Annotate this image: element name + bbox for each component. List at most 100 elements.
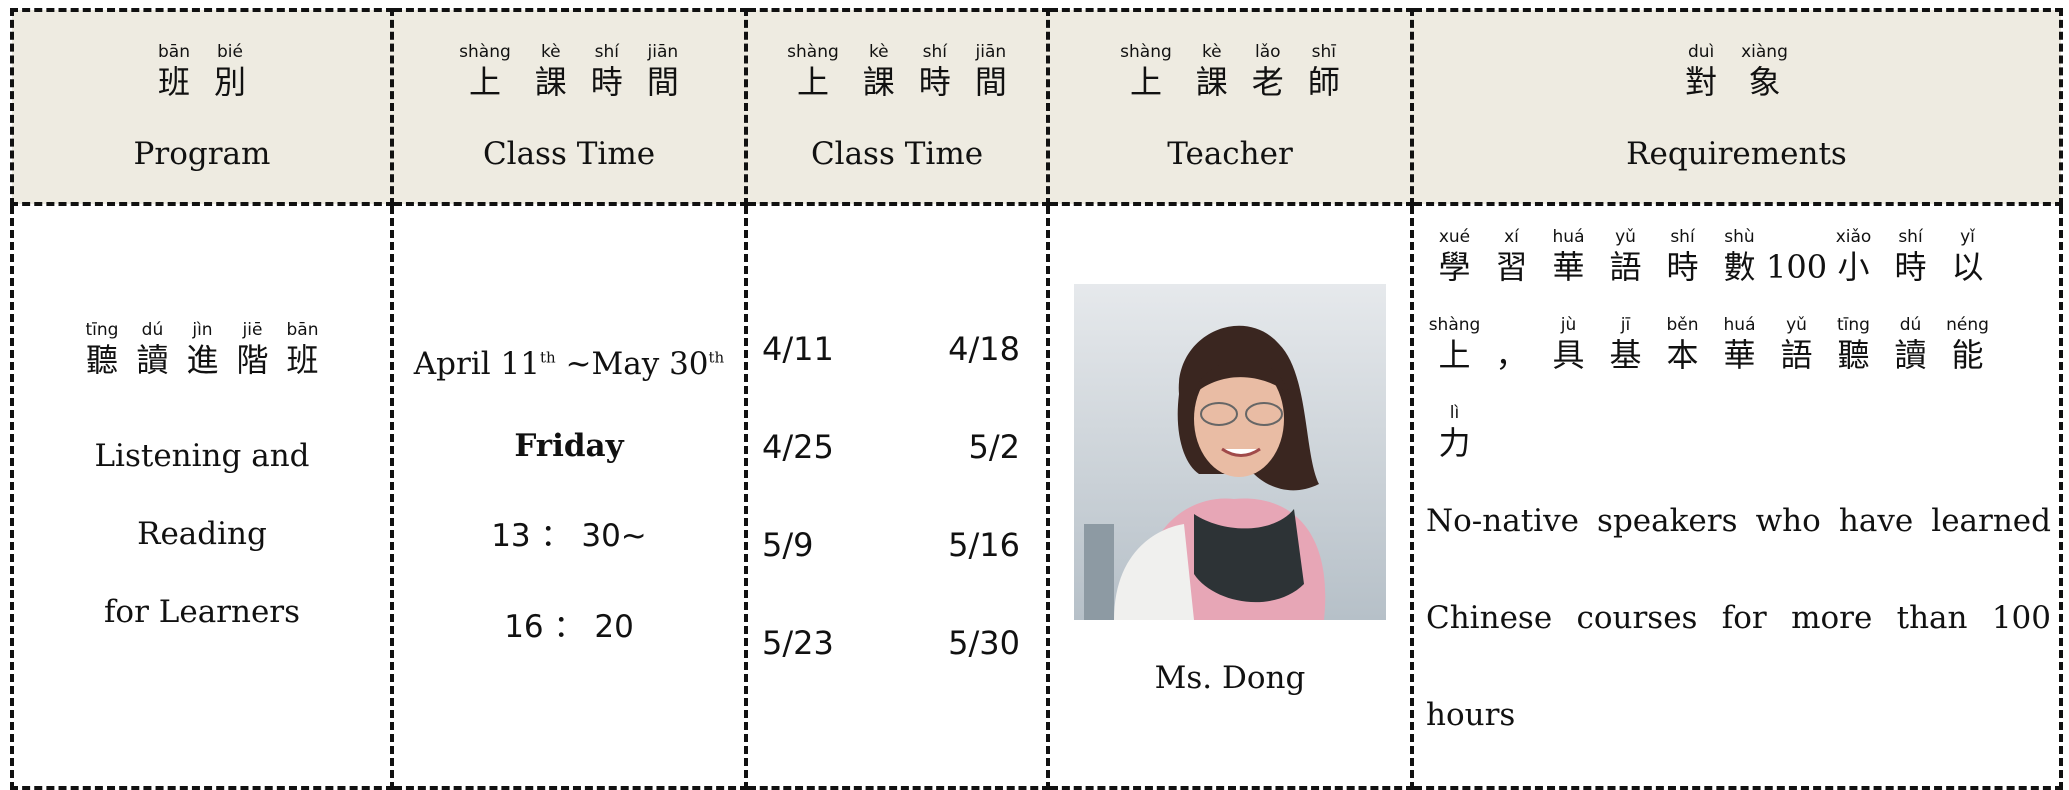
pinyin: jiē xyxy=(242,320,263,340)
character: 階 xyxy=(236,341,269,379)
pinyin: jù xyxy=(1560,314,1577,335)
program-line: Reading xyxy=(137,516,267,552)
date: 5/2 xyxy=(968,428,1021,466)
pinyin: shàng xyxy=(459,42,511,62)
ordinal: th xyxy=(708,348,725,367)
character: 課 xyxy=(1195,63,1228,101)
program-line: for Learners xyxy=(103,594,301,630)
chinese-heading: shàng 上 kè 課 shí 時 jiān 間 xyxy=(459,42,679,101)
ruby-group: dú 讀 xyxy=(136,320,168,377)
header-cell: duì 對 xiàng 象 Requirements xyxy=(1410,8,2063,206)
character: 具 xyxy=(1552,335,1585,374)
pinyin: yǔ xyxy=(1615,226,1636,247)
pinyin: shàng xyxy=(1428,314,1481,335)
pinyin: lì xyxy=(1449,402,1460,423)
pinyin: jiān xyxy=(647,42,679,62)
ruby-group: lì 力 xyxy=(1426,402,1483,459)
character: 間 xyxy=(646,63,679,101)
date: 5/23 xyxy=(762,624,834,662)
ruby-group: yǐ 以 xyxy=(1939,228,1996,283)
pinyin: xué xyxy=(1438,226,1471,247)
character: 上 xyxy=(796,63,829,101)
header-cell: shàng 上 kè 課 lǎo 老 shī 師 Teacher xyxy=(1046,8,1414,206)
pinyin: duì xyxy=(1687,42,1715,62)
pinyin: shí xyxy=(1670,226,1695,247)
pinyin: dú xyxy=(1899,314,1922,335)
requirements-cell: xué 學 xí 習 huá 華 yǔ 語 shí 時 shù 數 100 xiǎo 小 shí 時 yǐ 以 shà… xyxy=(1410,202,2063,790)
pinyin: huá xyxy=(1723,314,1756,335)
character: 學 xyxy=(1438,247,1471,286)
pinyin: kè xyxy=(868,42,889,62)
date-pair: 5/9 5/16 xyxy=(748,526,1046,564)
character: 讀 xyxy=(1894,335,1927,374)
character: 上 xyxy=(1129,63,1162,101)
ruby-group: huá 華 xyxy=(1540,228,1597,286)
ruby-group: jiān 間 xyxy=(646,42,679,101)
ruby-group: xiàng 象 xyxy=(1741,42,1788,99)
pinyin: jìn xyxy=(192,320,213,340)
pinyin: shī xyxy=(1311,42,1336,62)
ruby-group: shí 時 xyxy=(590,44,623,101)
english-heading: Program xyxy=(133,136,271,172)
ruby-group: yǔ 語 xyxy=(1768,316,1825,374)
ruby-group: shù 數 xyxy=(1711,226,1768,283)
date: 4/18 xyxy=(948,330,1020,368)
character: 聽 xyxy=(85,341,118,379)
character: 時 xyxy=(590,63,623,101)
pinyin: tīng xyxy=(1837,314,1870,335)
ruby-group: ， xyxy=(1483,317,1540,371)
pinyin: bié xyxy=(217,42,243,62)
chinese-heading: duì 對 xiàng 象 xyxy=(1685,42,1788,101)
character: 課 xyxy=(862,63,895,101)
ruby-group: xí 習 xyxy=(1483,228,1540,283)
ruby-group: shí 時 xyxy=(1654,226,1711,283)
character: 聽 xyxy=(1837,335,1870,374)
pinyin: bān xyxy=(286,320,319,340)
date: 5/9 xyxy=(762,526,814,564)
ordinal: th xyxy=(539,348,556,367)
ruby-group: xiǎo 小 xyxy=(1825,228,1882,283)
character: 華 xyxy=(1552,247,1585,286)
schedule-table: bān 班 bié 別 Program shàng 上 kè 課 shí 時 jiān 間 Class … xyxy=(10,8,2063,790)
character: 課 xyxy=(534,63,567,101)
program-line: Listening and xyxy=(94,438,310,474)
ruby-group: shí 時 xyxy=(919,42,951,99)
pinyin: shù xyxy=(1724,226,1755,247)
ruby-group: shàng 上 xyxy=(1426,314,1483,371)
character: 本 xyxy=(1666,335,1699,374)
ruby-group: néng 能 xyxy=(1939,316,1996,371)
character: 進 xyxy=(186,341,219,379)
character: 基 xyxy=(1609,335,1642,374)
header-cell: bān 班 bié 別 Program xyxy=(10,8,394,206)
pinyin: jī xyxy=(1620,314,1631,335)
pinyin: shí xyxy=(922,42,947,62)
ruby-group: kè 課 xyxy=(862,42,895,101)
dates-cell: 4/11 4/18 4/25 5/2 5/9 5/16 5/23 5/30 xyxy=(744,202,1050,790)
ruby-group: jiān 間 xyxy=(974,42,1007,101)
teacher-photo xyxy=(1074,284,1386,620)
character: 語 xyxy=(1780,335,1813,374)
english-heading: Requirements xyxy=(1626,136,1847,172)
date: 4/25 xyxy=(762,428,834,466)
ruby-group: shī 師 xyxy=(1308,42,1340,99)
ruby-group: dú 讀 xyxy=(1882,314,1939,374)
character: 間 xyxy=(974,63,1007,101)
pinyin: tīng xyxy=(85,320,119,340)
character: 對 xyxy=(1685,63,1718,101)
chinese-heading: bān 班 bié 別 xyxy=(157,42,246,101)
date-pair: 5/23 5/30 xyxy=(748,624,1046,662)
date: 5/30 xyxy=(948,624,1020,662)
class-time-cell: April 11th ~May 30th Friday 13 ： 30~ 16 … xyxy=(390,202,748,790)
ruby-group: běn 本 xyxy=(1654,316,1711,374)
ruby-group: bié 別 xyxy=(214,42,246,99)
pinyin: jiān xyxy=(975,42,1007,62)
character: 班 xyxy=(157,63,190,101)
date: 5/16 xyxy=(948,526,1020,564)
end-date: ~May 30 xyxy=(565,346,709,382)
pinyin: xiàng xyxy=(1741,42,1788,62)
ruby-group: tīng 聽 xyxy=(1825,314,1882,374)
pinyin: dú xyxy=(141,320,164,340)
character: 華 xyxy=(1723,335,1756,374)
requirements-english: No-native speakers who have learned Chin… xyxy=(1426,502,2051,733)
